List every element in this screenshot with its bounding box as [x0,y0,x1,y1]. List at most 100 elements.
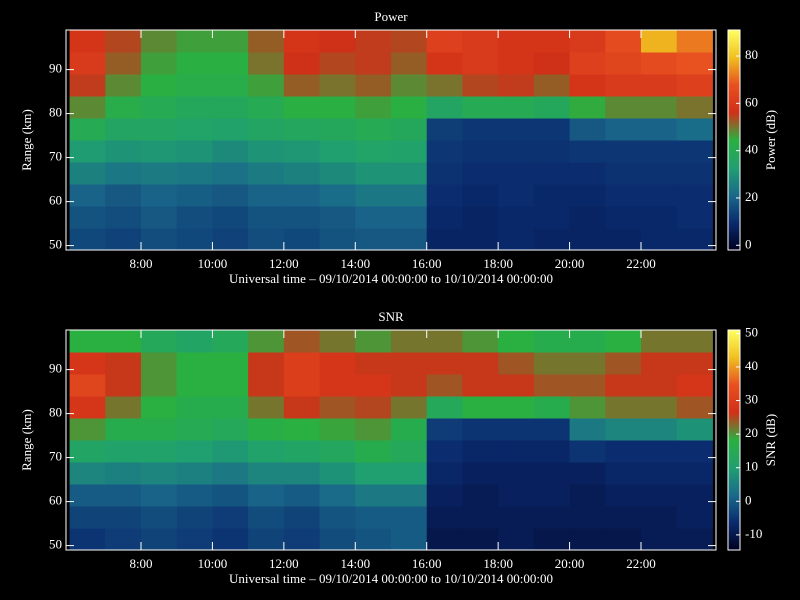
heatmap-cell [569,440,606,463]
heatmap-cell [212,352,249,375]
heatmap-cell [391,374,428,397]
heatmap-cell [212,206,249,229]
heatmap-cell [391,440,428,463]
heatmap-cell [641,184,678,207]
heatmap-cell [141,484,178,507]
heatmap-cell [426,184,463,207]
heatmap-cell [462,162,499,185]
heatmap-cell [105,52,142,75]
heatmap-cell [355,506,392,529]
x-tick-label: 12:00 [269,556,299,571]
heatmap-cell [426,206,463,229]
heatmap-cell [533,162,571,185]
heatmap-cell [391,396,428,419]
heatmap-cell [498,162,535,185]
heatmap-cell [533,396,571,419]
heatmap-cell [641,418,678,441]
heatmap-cell [533,440,571,463]
colorbar-tick-label: 40 [745,142,758,157]
y-tick-label: 50 [49,537,62,552]
heatmap-cell [426,52,463,75]
heatmap-cell [283,330,321,353]
x-tick-label: 12:00 [269,256,299,271]
heatmap-cell [462,118,499,141]
heatmap-cell [605,228,642,251]
heatmap-cell [391,118,428,141]
x-tick-label: 16:00 [412,256,442,271]
heatmap-cell [283,374,321,397]
heatmap-cell [676,528,713,551]
heatmap-cell [105,352,142,375]
heatmap-cell [319,184,356,207]
colorbar [727,329,741,551]
heatmap-cell [533,484,571,507]
heatmap-cell [319,506,356,529]
heatmap-cell [641,462,678,485]
y-tick-label: 60 [49,493,62,508]
heatmap-cell [498,374,535,397]
heatmap-cell [248,462,285,485]
colorbar-tick-label: 0 [745,492,752,507]
heatmap-cell [676,74,713,97]
heatmap-cell [355,374,392,397]
heatmap-cell [283,162,321,185]
heatmap-cell [176,352,213,375]
heatmap-cell [319,396,356,419]
heatmap-cell [498,528,535,551]
y-tick-label: 80 [49,105,62,120]
heatmap-cell [498,140,535,163]
heatmap-cell [498,30,535,53]
colorbar-label: SNR (dB) [763,414,778,466]
x-tick-label: 14:00 [340,556,370,571]
heatmap-cell [69,118,106,141]
heatmap-cell [105,330,142,353]
heatmap-cell [176,484,213,507]
heatmap-cell [319,206,356,229]
heatmap-cell [569,484,606,507]
heatmap-cell [676,396,713,419]
heatmap-cell [641,206,678,229]
heatmap-cell [605,30,642,53]
heatmap-cell [283,30,321,53]
heatmap-cell [248,418,285,441]
heatmap-cell [248,528,285,551]
heatmap-cell [248,162,285,185]
heatmap-cell [605,206,642,229]
heatmap-cell [319,462,356,485]
heatmap-cell [319,52,356,75]
colorbar-tick-label: -10 [745,526,762,541]
colorbar-label: Power (dB) [763,110,778,170]
x-tick-label: 14:00 [340,256,370,271]
heatmap-cell [319,118,356,141]
heatmap-cell [676,506,713,529]
heatmap-cell [105,184,142,207]
heatmap-cell [498,462,535,485]
heatmap-cell [319,96,356,119]
heatmap-cell [248,506,285,529]
heatmap-cell [641,162,678,185]
heatmap-cell [212,52,249,75]
heatmap-cell [498,440,535,463]
heatmap-cell [391,96,428,119]
heatmap-cell [462,374,499,397]
heatmap-cell [212,396,249,419]
heatmap-cell [391,528,428,551]
heatmap-cell [212,96,249,119]
heatmap-cell [569,74,606,97]
heatmap-cell [176,96,213,119]
heatmap-cell [605,462,642,485]
heatmap-cell [391,162,428,185]
heatmap-cell [605,330,642,353]
heatmap-cell [248,396,285,419]
heatmap-cell [248,440,285,463]
heatmap-cell [69,506,106,529]
colorbar-tick-label: 50 [745,324,758,339]
heatmap-cell [605,528,642,551]
heatmap-cell [355,440,392,463]
heatmap-cell [426,140,463,163]
heatmap-cell [141,374,178,397]
heatmap-cell [641,528,678,551]
y-tick-label: 70 [49,449,62,464]
heatmap-cell [69,52,106,75]
heatmap-cell [248,140,285,163]
